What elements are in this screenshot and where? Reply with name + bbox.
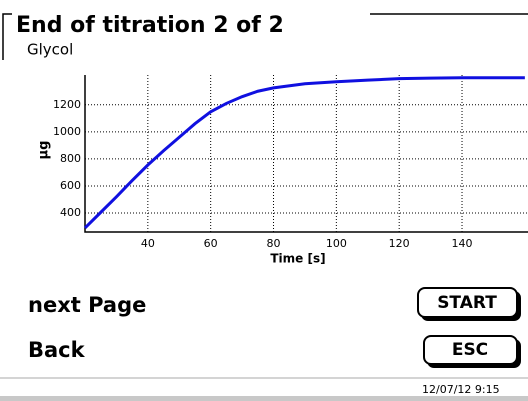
title: End of titration 2 of 2 [16, 13, 284, 38]
x-tick-label: 140 [452, 237, 473, 250]
start-button[interactable]: START [417, 287, 521, 321]
datetime: 12/07/12 9:15 [422, 383, 500, 396]
button-label[interactable]: ESC [452, 340, 488, 360]
y-tick-label: 800 [60, 152, 81, 165]
y-axis-label: µg [37, 141, 52, 160]
y-tick-label: 1000 [53, 125, 81, 138]
x-axis-label: Time [s] [270, 252, 325, 266]
x-tick-label: 40 [141, 237, 155, 250]
y-tick-label: 1200 [53, 98, 81, 111]
frame [2, 13, 528, 60]
x-tick-label: 60 [204, 237, 218, 250]
y-tick-label: 600 [60, 179, 81, 192]
chart: 400 600 800 1000 1200 40 60 80 100 120 140 Time [s]… [37, 75, 528, 266]
status-strip [0, 396, 528, 401]
x-tick-label: 100 [326, 237, 347, 250]
y-tick-label: 400 [60, 206, 81, 219]
action-label: next Page [28, 293, 146, 317]
subtitle: Glycol [27, 41, 73, 59]
data-line [83, 76, 525, 230]
axes [84, 75, 528, 233]
esc-button[interactable]: ESC [423, 335, 521, 368]
action-label: Back [28, 338, 86, 362]
button-label[interactable]: START [437, 293, 497, 313]
x-tick-label: 80 [267, 237, 281, 250]
x-tick-label: 120 [389, 237, 410, 250]
